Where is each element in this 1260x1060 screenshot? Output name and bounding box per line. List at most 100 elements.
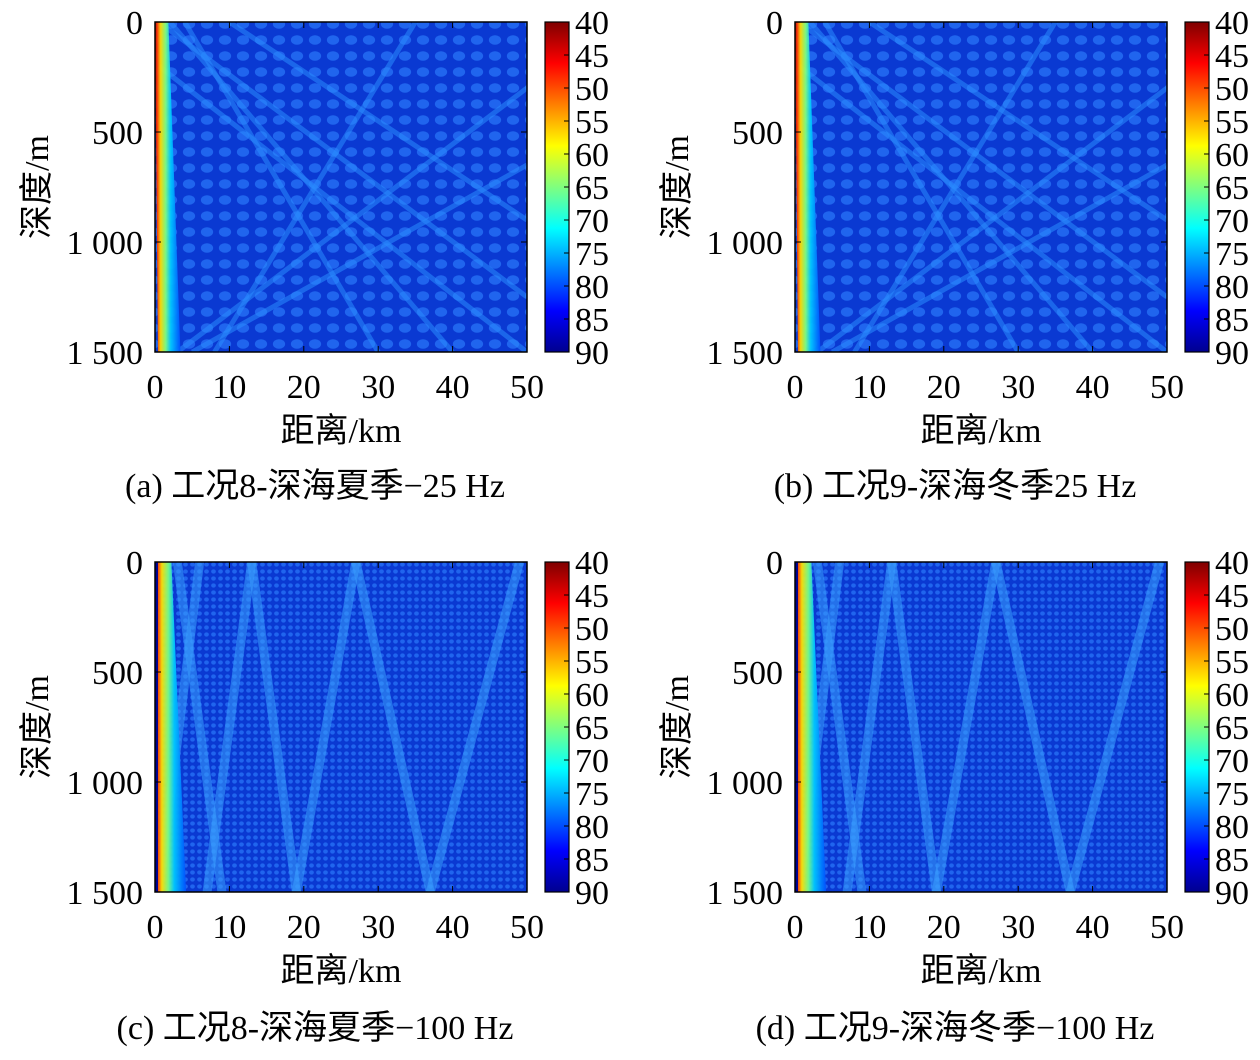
- x-tick-label: 20: [927, 369, 961, 406]
- colorbar-tick-label: 50: [575, 71, 609, 108]
- colorbar-tick-label: 60: [575, 677, 609, 714]
- colorbar-tick-label: 75: [1215, 776, 1249, 813]
- y-axis-label: 深度/m: [18, 675, 56, 779]
- colorbar-tick-label: 40: [575, 5, 609, 42]
- colorbar-tick-label: 90: [575, 335, 609, 372]
- colorbar-tick-label: 90: [575, 875, 609, 912]
- colorbar-tick-label: 65: [575, 170, 609, 207]
- colorbar-tick-label: 80: [575, 809, 609, 846]
- colorbar-tick-label: 80: [1215, 269, 1249, 306]
- colorbar-tick-label: 70: [1215, 743, 1249, 780]
- colorbar-tick-label: 55: [575, 644, 609, 681]
- y-tick-label: 500: [732, 655, 783, 692]
- x-tick-label: 50: [510, 369, 544, 406]
- y-tick-label: 1 000: [707, 765, 784, 802]
- y-axis-label: 深度/m: [658, 675, 696, 779]
- colorbar-tick-label: 40: [1215, 5, 1249, 42]
- y-tick-label: 1 500: [67, 335, 144, 372]
- x-axis-label: 距离/km: [921, 952, 1042, 990]
- x-tick-label: 30: [361, 909, 395, 946]
- colorbar-tick-label: 55: [575, 104, 609, 141]
- colorbar-tick-label: 90: [1215, 335, 1249, 372]
- y-tick-label: 0: [126, 5, 143, 42]
- colorbar-tick-label: 40: [575, 545, 609, 582]
- x-tick-label: 0: [787, 909, 804, 946]
- x-tick-label: 20: [927, 909, 961, 946]
- colorbar-tick-label: 70: [1215, 203, 1249, 240]
- x-tick-label: 0: [787, 369, 804, 406]
- y-tick-label: 500: [732, 115, 783, 152]
- x-tick-label: 30: [1001, 909, 1035, 946]
- y-tick-label: 1 000: [67, 225, 144, 262]
- colorbar-tick-label: 85: [1215, 842, 1249, 879]
- colorbar-tick-label: 60: [1215, 137, 1249, 174]
- panel-a: 0 10 20 30 40 50 0 500 1 000 1 500 距离/km 深度/m 40 45 50…: [0, 0, 630, 520]
- x-tick-label: 20: [287, 369, 321, 406]
- colorbar-tick-label: 65: [1215, 710, 1249, 747]
- x-tick-label: 30: [1001, 369, 1035, 406]
- x-tick-label: 10: [852, 369, 886, 406]
- x-tick-label: 50: [510, 909, 544, 946]
- colorbar-tick-label: 50: [1215, 611, 1249, 648]
- colorbar-tick-label: 80: [1215, 809, 1249, 846]
- y-tick-label: 500: [92, 655, 143, 692]
- caption-a: (a) 工况8-深海夏季−25 Hz: [125, 468, 505, 505]
- y-axis-label: 深度/m: [18, 135, 56, 239]
- heatmap-field: [155, 22, 527, 352]
- panel-d: 0 10 20 30 40 50 0 500 1 000 1 500 距离/km 深度/m 40 45 50…: [640, 540, 1260, 1060]
- colorbar-tick-label: 70: [575, 203, 609, 240]
- colorbar-tick-label: 90: [1215, 875, 1249, 912]
- y-tick-label: 1 500: [707, 335, 784, 372]
- x-tick-label: 10: [212, 909, 246, 946]
- colorbar-tick-label: 50: [1215, 71, 1249, 108]
- colorbar-tick-label: 50: [575, 611, 609, 648]
- colorbar-tick-label: 85: [575, 302, 609, 339]
- y-tick-label: 0: [766, 545, 783, 582]
- x-tick-label: 40: [1076, 369, 1110, 406]
- x-tick-label: 10: [852, 909, 886, 946]
- colorbar-tick-label: 80: [575, 269, 609, 306]
- x-tick-label: 0: [147, 909, 164, 946]
- colorbar-tick-label: 75: [1215, 236, 1249, 273]
- caption-b: (b) 工况9-深海冬季25 Hz: [773, 468, 1137, 505]
- y-tick-label: 1 000: [707, 225, 784, 262]
- colorbar-tick-label: 65: [575, 710, 609, 747]
- x-tick-label: 30: [361, 369, 395, 406]
- y-tick-label: 1 500: [707, 875, 784, 912]
- y-axis-label: 深度/m: [658, 135, 696, 239]
- colorbar-tick-label: 75: [575, 236, 609, 273]
- colorbar-tick-label: 55: [1215, 644, 1249, 681]
- colorbar-tick-label: 45: [1215, 578, 1249, 615]
- colorbar-tick-label: 70: [575, 743, 609, 780]
- x-axis-label: 距离/km: [281, 952, 402, 990]
- x-tick-label: 50: [1150, 909, 1184, 946]
- heatmap-field: [155, 562, 527, 892]
- colorbar-tick-label: 65: [1215, 170, 1249, 207]
- colorbar-tick-label: 85: [575, 842, 609, 879]
- colorbar-tick-label: 75: [575, 776, 609, 813]
- colorbar-tick-label: 45: [1215, 38, 1249, 75]
- x-axis-label: 距离/km: [281, 412, 402, 450]
- y-tick-label: 500: [92, 115, 143, 152]
- x-tick-label: 10: [212, 369, 246, 406]
- colorbar-tick-label: 85: [1215, 302, 1249, 339]
- colorbar-tick-label: 45: [575, 38, 609, 75]
- x-tick-label: 40: [436, 909, 470, 946]
- y-tick-label: 1 000: [67, 765, 144, 802]
- colorbar-tick-label: 55: [1215, 104, 1249, 141]
- x-axis-label: 距离/km: [921, 412, 1042, 450]
- x-tick-label: 0: [147, 369, 164, 406]
- colorbar-tick-label: 45: [575, 578, 609, 615]
- colorbar-tick-label: 60: [575, 137, 609, 174]
- caption-c: (c) 工况8-深海夏季−100 Hz: [116, 1010, 514, 1047]
- panel-c: 0 10 20 30 40 50 0 500 1 000 1 500 距离/km 深度/m 40 45 50…: [0, 540, 630, 1060]
- y-tick-label: 0: [766, 5, 783, 42]
- colorbar-tick-label: 40: [1215, 545, 1249, 582]
- y-tick-label: 0: [126, 545, 143, 582]
- caption-d: (d) 工况9-深海冬季−100 Hz: [755, 1010, 1155, 1047]
- x-tick-label: 50: [1150, 369, 1184, 406]
